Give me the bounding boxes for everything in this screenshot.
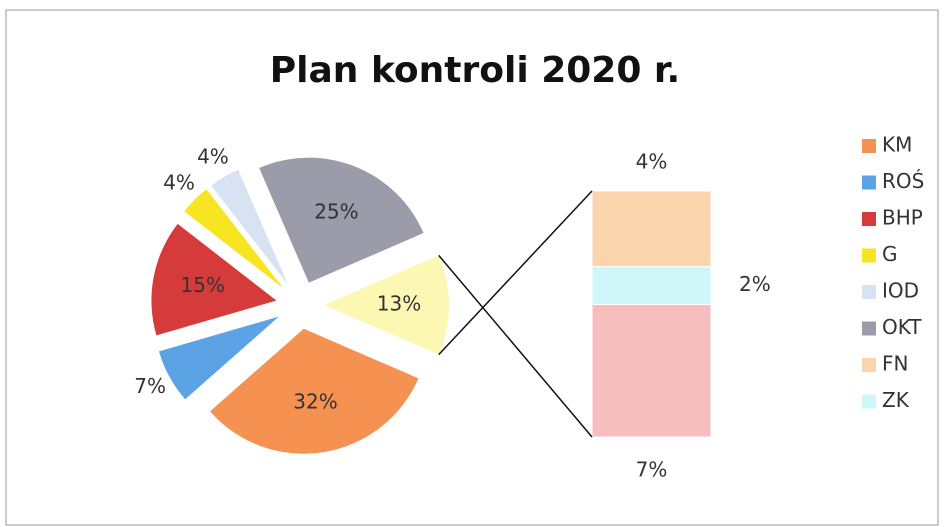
legend-label: KM (882, 133, 912, 157)
legend-swatch (862, 212, 876, 226)
data-label: 4% (197, 144, 229, 168)
data-label: 4% (636, 150, 668, 174)
pie-slice (158, 316, 279, 400)
data-label: 13% (377, 292, 421, 316)
pie-slice (151, 223, 277, 336)
data-label: 7% (636, 458, 668, 482)
data-label: 4% (163, 171, 195, 195)
data-label: 32% (293, 389, 337, 413)
bar-segment (591, 304, 712, 438)
chart-title: Plan kontroli 2020 r. (270, 50, 680, 91)
legend-swatch (862, 394, 876, 409)
pie-slice (184, 189, 284, 289)
data-label: 25% (314, 199, 358, 223)
legend-swatch (862, 358, 876, 372)
data-label: 2% (739, 272, 771, 296)
legend-swatch (862, 285, 876, 299)
pie-slice (211, 169, 288, 285)
bar-segment (591, 190, 712, 268)
connector-line (438, 254, 593, 438)
legend-label: ROŚ (882, 169, 924, 193)
data-label: 15% (181, 273, 225, 297)
legend-label: OKT (882, 315, 922, 339)
pie-slice (209, 328, 419, 454)
legend-label: IOD (882, 279, 919, 303)
pie-slice (259, 157, 424, 283)
legend-label: BHP (882, 206, 923, 230)
legend-label: ZK (882, 388, 910, 412)
pie-slice (324, 255, 449, 355)
legend-swatch (862, 248, 876, 263)
legend-swatch (862, 175, 876, 190)
legend-label: FN (882, 352, 908, 376)
legend-label: G (882, 242, 898, 266)
data-label: 7% (134, 374, 166, 398)
bar-segment (591, 266, 712, 306)
legend-swatch (862, 321, 876, 336)
legend-swatch (862, 139, 876, 153)
connector-line (438, 190, 593, 356)
